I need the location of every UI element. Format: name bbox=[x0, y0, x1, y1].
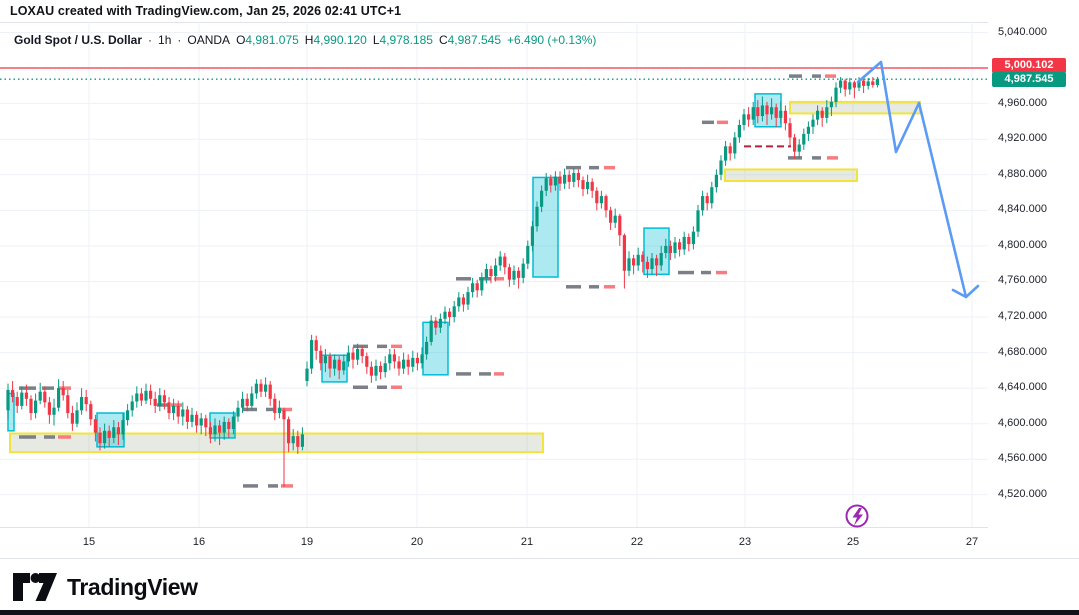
time-axis-border bbox=[0, 527, 988, 528]
time-tick-label: 20 bbox=[410, 536, 424, 548]
time-tick-label: 15 bbox=[82, 536, 96, 548]
time-tick-label: 23 bbox=[738, 536, 752, 548]
order-block-boxes[interactable] bbox=[7, 93, 782, 448]
price-tick-label: 4,600.000 bbox=[998, 416, 1047, 429]
low-value: L4,978.185 bbox=[372, 33, 433, 47]
supply-demand-zone bbox=[9, 432, 544, 454]
legend-separator: · bbox=[177, 33, 182, 47]
time-tick-label: 21 bbox=[520, 536, 534, 548]
legend-separator: · bbox=[148, 33, 153, 47]
price-tick-label: 4,880.000 bbox=[998, 167, 1047, 180]
price-tick-label: 5,040.000 bbox=[998, 25, 1047, 38]
time-tick-label: 27 bbox=[965, 536, 979, 548]
economic-event-icon[interactable] bbox=[845, 504, 869, 528]
projection-arrow-drawing[interactable] bbox=[856, 60, 980, 299]
watermark: LOXAU created with TradingView.com, Jan … bbox=[10, 4, 402, 18]
exchange-label[interactable]: OANDA bbox=[187, 33, 231, 47]
price-tick-label: 4,920.000 bbox=[998, 132, 1047, 145]
brand-name: TradingView bbox=[67, 573, 198, 600]
price-tick-label: 4,720.000 bbox=[998, 310, 1047, 322]
supply-demand-zone bbox=[789, 100, 921, 115]
price-tick-label: 4,640.000 bbox=[998, 381, 1047, 394]
price-axis[interactable]: 5,040.0005,000.0004,960.0004,920.0004,88… bbox=[988, 0, 1079, 558]
gridlines bbox=[0, 22, 988, 527]
supply-demand-zone bbox=[724, 168, 858, 182]
price-tick-label: 4,560.000 bbox=[998, 452, 1047, 465]
price-tick-label: 4,680.000 bbox=[998, 345, 1047, 358]
swing-marker-dashes bbox=[19, 74, 838, 488]
supply-demand-zones[interactable] bbox=[9, 100, 921, 454]
candles bbox=[6, 76, 879, 487]
time-axis[interactable]: 15 16 19 20 21 22 23 25 27 bbox=[0, 528, 988, 558]
price-tick-label: 4,760.000 bbox=[998, 274, 1047, 287]
time-tick-label: 25 bbox=[846, 536, 860, 548]
change-value: +6.490 (+0.13%) bbox=[507, 33, 597, 47]
open-value: O4,981.075 bbox=[236, 33, 299, 47]
high-value: H4,990.120 bbox=[304, 33, 367, 47]
alert-price-tag: 5,000.102 bbox=[992, 57, 1066, 73]
symbol-name[interactable]: Gold Spot / U.S. Dollar bbox=[14, 33, 143, 47]
price-tick-label: 4,520.000 bbox=[998, 487, 1047, 500]
tradingview-logo[interactable]: TradingView bbox=[12, 571, 198, 603]
tradingview-icon bbox=[13, 573, 57, 601]
price-tick-label: 4,960.000 bbox=[998, 96, 1047, 109]
pane-top-border bbox=[0, 22, 1079, 23]
interval-label[interactable]: 1h bbox=[158, 33, 172, 47]
close-value: C4,987.545 bbox=[438, 33, 501, 47]
last-price-tag: 4,987.545 bbox=[992, 72, 1066, 88]
price-tick-label: 4,840.000 bbox=[998, 203, 1047, 216]
time-tick-label: 16 bbox=[192, 536, 206, 548]
footer-border bbox=[0, 558, 1079, 559]
price-tick-label: 4,800.000 bbox=[998, 238, 1047, 251]
time-tick-label: 19 bbox=[300, 536, 314, 548]
symbol-legend: Gold Spot / U.S. Dollar · 1h · OANDA O4,… bbox=[14, 33, 596, 47]
time-tick-label: 22 bbox=[630, 536, 644, 548]
bottom-edge-bar bbox=[0, 610, 1079, 615]
